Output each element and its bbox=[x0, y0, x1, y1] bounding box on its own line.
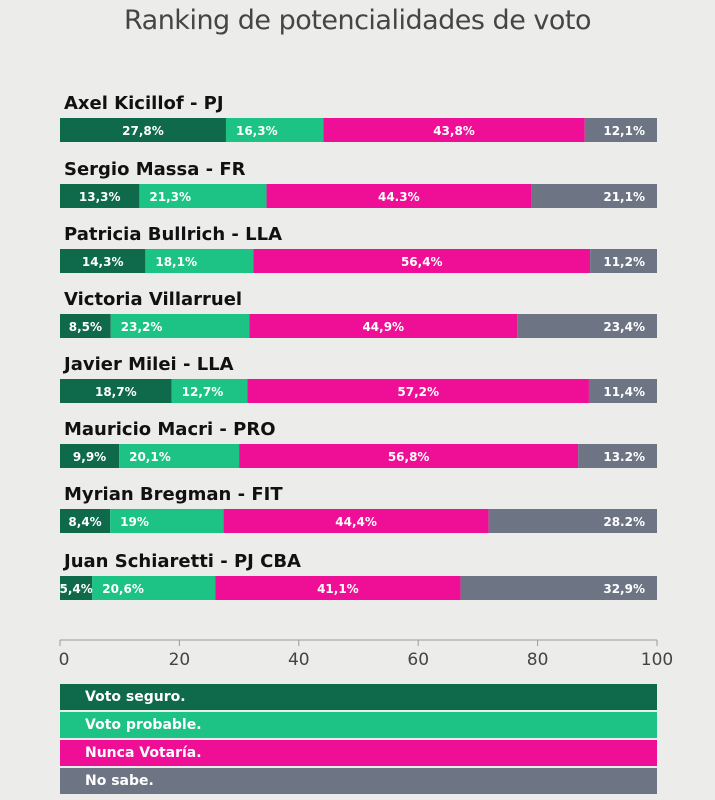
x-tick-label: 20 bbox=[169, 650, 191, 670]
data-label: 21,1% bbox=[603, 190, 645, 204]
category-label: Sergio Massa - FR bbox=[64, 159, 246, 180]
bar-segment bbox=[60, 118, 226, 142]
data-label: 18,7% bbox=[95, 385, 137, 399]
bar-segment bbox=[584, 118, 657, 142]
category-label: Patricia Bullrich - LLA bbox=[64, 224, 282, 245]
data-label: 32,9% bbox=[603, 582, 645, 596]
category-label: Victoria Villarruel bbox=[64, 289, 242, 310]
bar-segment bbox=[223, 509, 489, 533]
data-label: 11,2% bbox=[603, 255, 645, 269]
bar-segment bbox=[139, 184, 267, 208]
bar-segment bbox=[119, 444, 240, 468]
bar-segment bbox=[578, 444, 657, 468]
bar-segment bbox=[249, 314, 518, 338]
legend-item: No sabe. bbox=[60, 768, 657, 794]
data-label: 8,5% bbox=[69, 320, 102, 334]
data-label: 23,2% bbox=[121, 320, 163, 334]
bar-segment bbox=[266, 184, 532, 208]
data-label: 43,8% bbox=[433, 124, 475, 138]
bar-segment bbox=[215, 576, 461, 600]
data-label: 27,8% bbox=[122, 124, 164, 138]
bar-segment bbox=[247, 379, 589, 403]
data-label: 16,3% bbox=[236, 124, 278, 138]
chart-title: Ranking de potencialidades de voto bbox=[123, 5, 592, 36]
category-label: Mauricio Macri - PRO bbox=[64, 419, 276, 440]
x-tick-label: 60 bbox=[407, 650, 429, 670]
legend-item: Nunca Votaría. bbox=[60, 740, 657, 766]
data-label: 5,4% bbox=[59, 582, 92, 596]
legend-item: Voto probable. bbox=[60, 712, 657, 738]
bar-segment bbox=[323, 118, 585, 142]
bar-segment bbox=[588, 379, 657, 403]
data-label: 19% bbox=[120, 515, 149, 529]
data-label: 41,1% bbox=[317, 582, 359, 596]
bar-segment bbox=[253, 249, 591, 273]
data-label: 13.2% bbox=[603, 450, 645, 464]
data-label: 44,9% bbox=[362, 320, 404, 334]
data-label: 12,7% bbox=[182, 385, 224, 399]
bar-segment bbox=[225, 118, 324, 142]
bar-segment bbox=[110, 509, 224, 533]
bar-segment bbox=[145, 249, 254, 273]
data-label: 20,6% bbox=[102, 582, 144, 596]
data-label: 14,3% bbox=[82, 255, 124, 269]
bar-segment bbox=[60, 314, 111, 338]
bar-segment bbox=[488, 509, 657, 533]
data-label: 23,4% bbox=[603, 320, 645, 334]
data-label: 13,3% bbox=[79, 190, 121, 204]
category-label: Javier Milei - LLA bbox=[62, 354, 234, 375]
x-tick-label: 40 bbox=[288, 650, 310, 670]
x-tick-label: 100 bbox=[641, 650, 673, 670]
bar-segment bbox=[60, 184, 140, 208]
data-label: 12,1% bbox=[603, 124, 645, 138]
data-label: 11,4% bbox=[603, 385, 645, 399]
data-label: 18,1% bbox=[155, 255, 197, 269]
bar-segment bbox=[531, 184, 657, 208]
category-label: Juan Schiaretti - PJ CBA bbox=[62, 551, 301, 572]
data-label: 8,4% bbox=[68, 515, 101, 529]
chart-plot: Axel Kicillof - PJ 27,8% 16,3% 43,8% 12,1% Se… bbox=[59, 93, 674, 670]
data-label: 9,9% bbox=[73, 450, 106, 464]
data-label: 56,8% bbox=[388, 450, 430, 464]
legend-item: Voto seguro. bbox=[60, 684, 657, 710]
bar-segment bbox=[590, 249, 657, 273]
bar-segment bbox=[239, 444, 579, 468]
bar-segment bbox=[60, 249, 146, 273]
bar-segment bbox=[60, 379, 172, 403]
bar-segment bbox=[171, 379, 248, 403]
bar-segment bbox=[60, 509, 111, 533]
category-label: Axel Kicillof - PJ bbox=[64, 93, 224, 114]
bar-segment bbox=[517, 314, 657, 338]
data-label: 21,3% bbox=[149, 190, 191, 204]
bar-segment bbox=[60, 576, 93, 600]
category-label: Myrian Bregman - FIT bbox=[64, 484, 283, 505]
data-label: 44,4% bbox=[335, 515, 377, 529]
bar-segment bbox=[92, 576, 216, 600]
bar-segment bbox=[60, 444, 120, 468]
legend: Voto seguro. Voto probable. Nunca Votaría.… bbox=[60, 684, 657, 794]
bar-segment bbox=[460, 576, 657, 600]
data-label: 20,1% bbox=[129, 450, 171, 464]
data-label: 28.2% bbox=[603, 515, 645, 529]
data-label: 56,4% bbox=[401, 255, 443, 269]
bar-segment bbox=[110, 314, 250, 338]
data-label: 44.3% bbox=[378, 190, 420, 204]
x-tick-label: 0 bbox=[59, 650, 70, 670]
x-tick-label: 80 bbox=[527, 650, 549, 670]
data-label: 57,2% bbox=[397, 385, 439, 399]
